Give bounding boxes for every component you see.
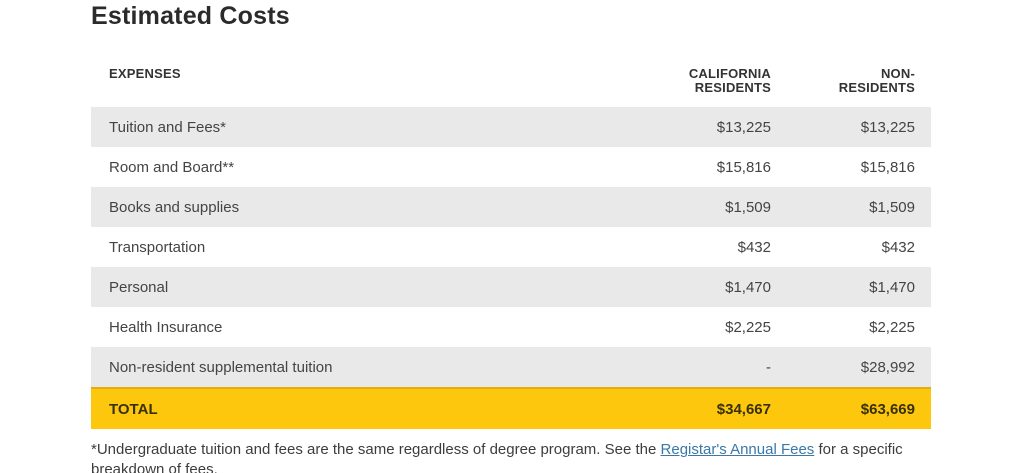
table-row-books-and-supplies: Books and supplies $1,509 $1,509 — [91, 187, 931, 227]
footnote-text-before-link: *Undergraduate tuition and fees are the … — [91, 441, 661, 458]
expense-label: Transportation — [109, 238, 206, 256]
table-row-health-insurance: Health Insurance $2,225 $2,225 — [91, 307, 931, 347]
registars-annual-fees-link[interactable]: Registar's Annual Fees — [660, 441, 815, 458]
total-california-residents-value: $34,667 — [716, 400, 771, 418]
non-residents-value: $15,816 — [860, 158, 915, 176]
column-header-california-residents-label: CALIFORNIA RESIDENTS — [688, 66, 771, 95]
expense-label: Room and Board** — [109, 158, 235, 176]
expense-label: Health Insurance — [109, 318, 223, 336]
table-row-personal: Personal $1,470 $1,470 — [91, 267, 931, 307]
column-header-california-residents: CALIFORNIA RESIDENTS — [551, 39, 772, 107]
california-residents-value: $1,470 — [725, 278, 771, 296]
total-row: TOTAL $34,667 $63,669 — [91, 388, 931, 429]
expense-label: Personal — [109, 278, 169, 296]
column-header-non-residents: NON-RESIDENTS — [772, 39, 931, 107]
california-residents-value: $15,816 — [716, 158, 771, 176]
non-residents-value: $28,992 — [860, 358, 915, 376]
table-row-tuition-and-fees: Tuition and Fees* $13,225 $13,225 — [91, 107, 931, 147]
table-row-non-resident-supplemental-tuition: Non-resident supplemental tuition - $28,… — [91, 347, 931, 388]
header-row: EXPENSES CALIFORNIA RESIDENTS NON-RESIDE… — [91, 39, 931, 107]
california-residents-value: $1,509 — [725, 198, 771, 216]
estimated-costs-section: Estimated Costs EXPENSES CALIFORNIA RESI… — [91, 0, 931, 473]
california-residents-value: $2,225 — [725, 318, 771, 336]
table-row-transportation: Transportation $432 $432 — [91, 227, 931, 267]
table-row-room-and-board: Room and Board** $15,816 $15,816 — [91, 147, 931, 187]
non-residents-value: $1,470 — [869, 278, 915, 296]
costs-table: EXPENSES CALIFORNIA RESIDENTS NON-RESIDE… — [91, 39, 931, 429]
non-residents-value: $13,225 — [860, 118, 915, 136]
expense-label: Books and supplies — [109, 198, 240, 216]
column-header-expenses: EXPENSES — [109, 66, 181, 81]
footnote-text-after-link: for a specific breakdown of fees. — [91, 441, 903, 473]
non-residents-value: $1,509 — [869, 198, 915, 216]
california-residents-value: $13,225 — [716, 118, 771, 136]
footnote: *Undergraduate tuition and fees are the … — [91, 440, 931, 473]
total-non-residents-value: $63,669 — [860, 400, 915, 418]
california-residents-value: $432 — [737, 238, 771, 256]
column-header-non-residents-label: NON-RESIDENTS — [838, 66, 915, 95]
total-label: TOTAL — [109, 400, 158, 418]
page-title: Estimated Costs — [91, 2, 290, 30]
non-residents-value: $2,225 — [869, 318, 915, 336]
california-residents-value: - — [766, 358, 771, 376]
expense-label: Non-resident supplemental tuition — [109, 358, 333, 376]
expense-label: Tuition and Fees* — [109, 118, 227, 136]
non-residents-value: $432 — [881, 238, 915, 256]
